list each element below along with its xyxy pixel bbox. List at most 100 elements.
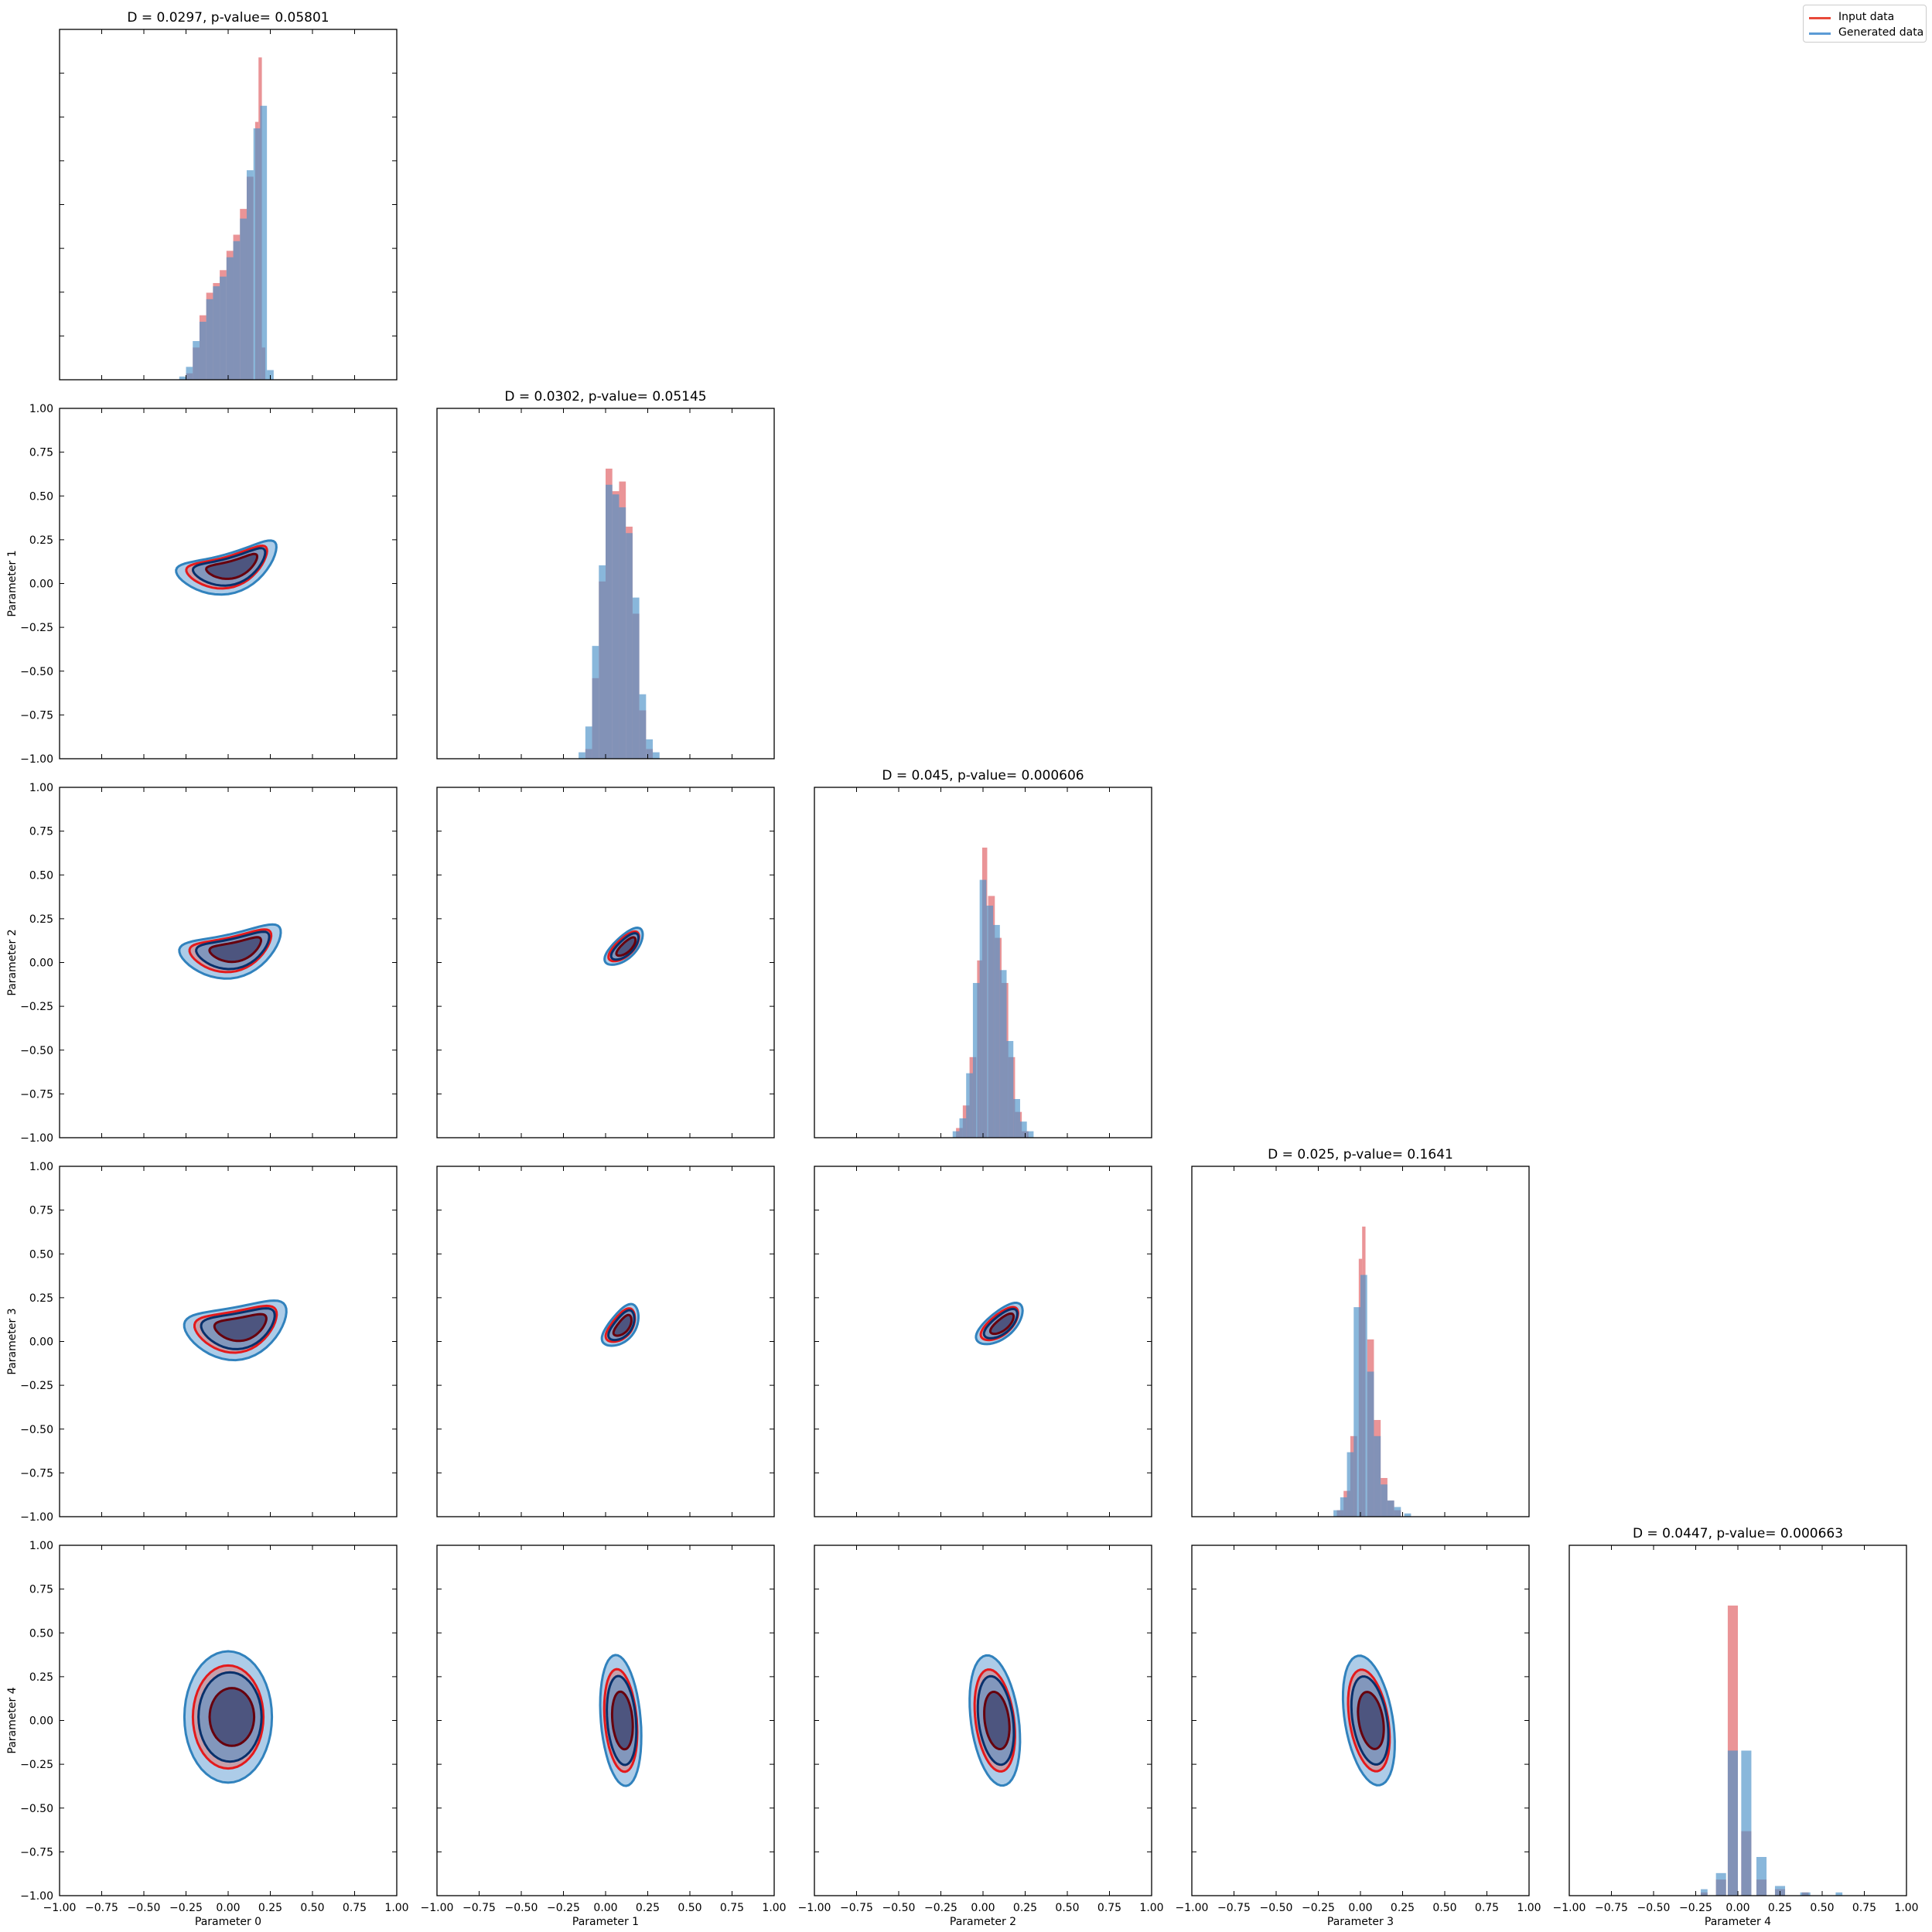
panel-4-0: −1.00 −0.75 −0.50 −0.25 0.00 0.25 0.50 0.75 1.00… (6, 1540, 409, 1928)
x-tick-label: −0.50 (1637, 1902, 1671, 1914)
y-tick-label: −0.50 (20, 1803, 53, 1815)
x-tick-label: 0.75 (343, 1902, 367, 1914)
generated-bar (986, 905, 994, 1138)
x-tick-label: −0.75 (463, 1902, 496, 1914)
panel-0-0: D = 0.0297, p-value= 0.05801 (59, 10, 398, 381)
generated-bar (1026, 1131, 1034, 1138)
generated-bar (206, 299, 213, 380)
generated-bar (1727, 1750, 1738, 1896)
generated-bar (626, 533, 633, 759)
generated-bar (233, 241, 241, 380)
generated-bar (653, 752, 660, 759)
x-tick-label: −0.50 (882, 1902, 916, 1914)
x-tick-label: 0.50 (1810, 1902, 1834, 1914)
generated-bar (1701, 1889, 1708, 1896)
panel-4-1: −1.00 −0.75 −0.50 −0.25 0.00 0.25 0.50 0.75 1.00… (421, 1545, 787, 1928)
panel-4-4: D = 0.0447, p-value= 0.000663−1.00 −0.75−… (1553, 1526, 1919, 1928)
generated-data-swatch (1809, 32, 1831, 35)
x-tick-label: 0.25 (1768, 1902, 1792, 1914)
generated-bar (1800, 1892, 1811, 1896)
y-tick-label: −0.75 (20, 1467, 53, 1480)
legend-label-generated: Generated data (1838, 26, 1924, 39)
x-tick-label: 0.75 (1852, 1902, 1876, 1914)
generated-bar (1013, 1098, 1020, 1138)
generated-bar (646, 739, 654, 759)
x-tick-label: 0.75 (1097, 1902, 1121, 1914)
panel-2-2: D = 0.045, p-value= 0.000606 (814, 768, 1152, 1138)
legend: Input data Generated data (1803, 5, 1927, 43)
input-contour-inner (213, 1312, 268, 1343)
input-contour-inner (1357, 1691, 1385, 1750)
y-tick-label: 0.00 (29, 1336, 53, 1349)
panel-title: D = 0.0297, p-value= 0.05801 (127, 10, 329, 26)
input-contour-inner (208, 936, 263, 964)
generated-bar (639, 694, 647, 759)
x-tick-label: −0.50 (128, 1902, 161, 1914)
generated-bar (1374, 1435, 1381, 1517)
x-tick-label: 0.00 (1725, 1902, 1749, 1914)
generated-bar (972, 982, 980, 1138)
panel-4-2: −1.00 −0.75 −0.50 −0.25 0.00 0.25 0.50 0.75 1.00… (798, 1545, 1164, 1928)
input-contour-inner (983, 1691, 1011, 1750)
x-axis-label: Parameter 3 (1327, 1916, 1394, 1928)
generated-bar (199, 321, 207, 380)
x-tick-label: 0.75 (720, 1902, 744, 1914)
y-tick-label: −0.50 (20, 1424, 53, 1436)
y-tick-label: −1.00 (20, 753, 53, 766)
input-contour-inner (610, 1690, 634, 1751)
generated-bar (260, 105, 268, 380)
x-tick-label: 0.50 (1432, 1902, 1456, 1914)
generated-bar (1360, 1275, 1367, 1517)
y-axis-label: Parameter 4 (6, 1687, 19, 1753)
input-contour-inner (205, 552, 259, 580)
generated-bar (267, 370, 274, 380)
x-tick-label: 1.00 (1517, 1902, 1541, 1914)
generated-bar (612, 494, 620, 759)
x-tick-label: −1.00 (421, 1902, 454, 1914)
y-tick-label: 0.00 (29, 957, 53, 970)
y-axis-label: Parameter 1 (6, 550, 19, 616)
x-tick-label: −0.25 (1302, 1902, 1335, 1914)
y-tick-label: 1.00 (29, 403, 53, 415)
x-tick-label: 1.00 (1139, 1902, 1163, 1914)
y-tick-label: −0.75 (20, 1088, 53, 1101)
y-axis-label: Parameter 2 (6, 929, 19, 995)
generated-bar (1715, 1872, 1726, 1896)
y-tick-label: 0.75 (29, 1205, 53, 1217)
x-tick-label: 1.00 (762, 1902, 786, 1914)
generated-bar (1387, 1500, 1394, 1517)
y-tick-label: 0.25 (29, 1671, 53, 1684)
panel-3-1 (436, 1166, 775, 1517)
x-tick-label: −0.25 (1679, 1902, 1712, 1914)
y-tick-label: −1.00 (20, 1132, 53, 1145)
generated-bar (585, 726, 592, 759)
generated-bar (1019, 1121, 1027, 1138)
input-data-swatch (1809, 17, 1831, 19)
y-tick-label: −0.50 (20, 1045, 53, 1057)
y-tick-label: 1.00 (29, 782, 53, 794)
generated-bar (1006, 1040, 1014, 1138)
y-tick-label: 0.75 (29, 1584, 53, 1596)
x-tick-label: −0.75 (1217, 1902, 1251, 1914)
y-tick-label: 0.25 (29, 534, 53, 547)
input-contour-inner (988, 1312, 1015, 1336)
y-tick-label: 1.00 (29, 1540, 53, 1552)
x-tick-label: 1.00 (1894, 1902, 1918, 1914)
y-tick-label: 0.75 (29, 447, 53, 459)
x-tick-label: 0.00 (971, 1902, 995, 1914)
generated-bar (179, 376, 186, 380)
generated-bar (226, 257, 234, 380)
generated-bar (253, 128, 261, 381)
x-tick-label: −1.00 (43, 1902, 77, 1914)
panel-3-3: D = 0.025, p-value= 0.1641 (1191, 1147, 1530, 1517)
generated-bar (1756, 1856, 1767, 1896)
panel-title: D = 0.025, p-value= 0.1641 (1268, 1147, 1453, 1162)
y-tick-label: 0.75 (29, 826, 53, 838)
panel-1-0: −1.00 −0.75 −0.50 −0.25 0.00 0.25 0.50 0.75 1.00… (6, 403, 398, 766)
generated-bar (606, 484, 613, 759)
x-tick-label: 0.50 (1055, 1902, 1079, 1914)
generated-bar (1340, 1497, 1347, 1517)
x-tick-label: 0.00 (216, 1902, 240, 1914)
generated-bar (1835, 1892, 1843, 1896)
